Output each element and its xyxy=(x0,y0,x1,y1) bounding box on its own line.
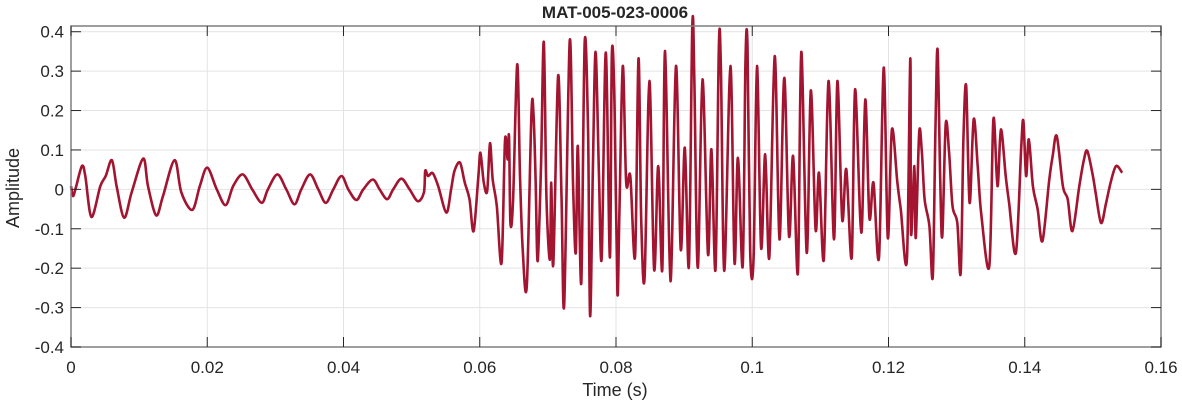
x-tick-label: 0.12 xyxy=(872,358,905,377)
y-tick-label: 0.3 xyxy=(40,62,64,81)
y-axis-label: Amplitude xyxy=(3,148,23,228)
y-tick-label: -0.2 xyxy=(35,259,64,278)
x-tick-label: 0.04 xyxy=(327,358,360,377)
x-tick-label: 0.14 xyxy=(1008,358,1041,377)
y-tick-label: -0.1 xyxy=(35,220,64,239)
y-tick-label: 0.4 xyxy=(40,23,64,42)
ticks: 0 0.02 0.04 0.06 0.08 0.1 0.12 0.14 0.16 0.4 0.3 0.… xyxy=(35,23,1178,377)
y-tick-label: -0.4 xyxy=(35,338,64,357)
chart-title: MAT-005-023-0006 xyxy=(542,3,688,22)
x-tick-label: 0.06 xyxy=(463,358,496,377)
x-axis-label: Time (s) xyxy=(582,380,647,400)
x-tick-label: 0.02 xyxy=(191,358,224,377)
x-tick-label: 0.08 xyxy=(599,358,632,377)
y-tick-label: 0 xyxy=(55,180,64,199)
x-tick-label: 0.1 xyxy=(740,358,764,377)
x-tick-label: 0.16 xyxy=(1144,358,1177,377)
series-line xyxy=(69,15,1124,318)
y-tick-label: 0.1 xyxy=(40,141,64,160)
y-tick-label: 0.2 xyxy=(40,102,64,121)
y-tick-label: -0.3 xyxy=(35,299,64,318)
x-tick-label: 0 xyxy=(66,358,75,377)
